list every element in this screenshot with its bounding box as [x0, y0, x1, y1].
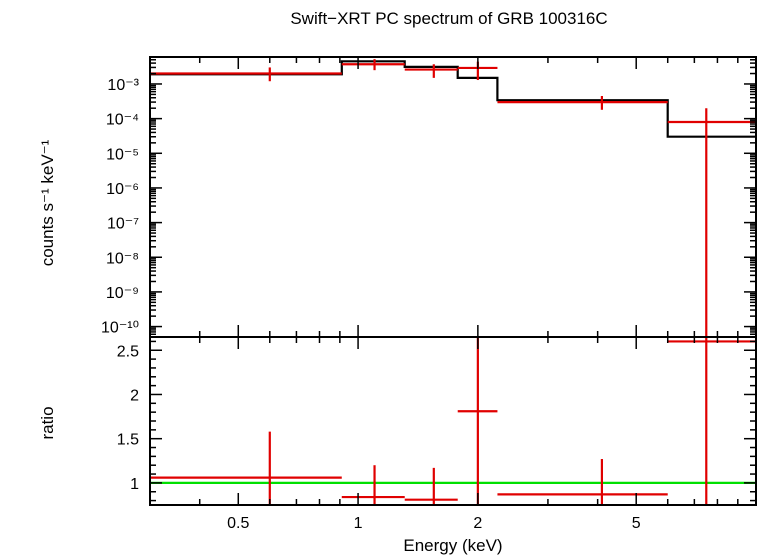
ratio-point [667, 337, 756, 505]
spectrum-y-tick-label: 10⁻⁷ [107, 216, 139, 233]
spectrum-y-tick-label: 10⁻⁸ [106, 250, 139, 267]
y-axis-label-spectrum: counts s⁻¹ keV⁻¹ [38, 139, 57, 266]
x-tick-label: 1 [354, 515, 363, 532]
ratio-point [497, 459, 668, 505]
spectrum-panel [149, 56, 757, 338]
ratio-y-tick-label: 1.5 [117, 432, 139, 449]
ratio-point [341, 465, 405, 505]
spectrum-point [150, 67, 342, 82]
ratio-point [457, 337, 498, 505]
x-axis-label: Energy (keV) [403, 536, 502, 555]
spectrum-point [497, 95, 668, 110]
spectrum-point [341, 59, 405, 71]
spectrum-y-tick-label: 10⁻⁴ [106, 112, 139, 129]
x-tick-label: 0.5 [227, 515, 249, 532]
spectrum-frame [149, 56, 757, 338]
spectrum-y-tick-label: 10⁻³ [107, 77, 139, 94]
ratio-y-tick-label: 1 [130, 476, 139, 493]
ratio-y-ticks: 1 1.5 2 2.5 [117, 340, 756, 502]
spectrum-y-tick-label: 10⁻¹⁰ [101, 320, 139, 337]
chart-title: Swift−XRT PC spectrum of GRB 100316C [290, 9, 607, 28]
spectrum-point [667, 108, 756, 337]
ratio-frame [149, 336, 757, 506]
ratio-y-tick-label: 2.5 [117, 343, 139, 360]
ratio-y-tick-label: 2 [130, 387, 139, 404]
spectrum-y-ticks: 10⁻³ 10⁻⁴ 10⁻⁵ 10⁻⁶ 10⁻⁷ 10⁻⁸ 10⁻⁹ 10⁻¹⁰ [101, 56, 756, 337]
x-ticks: 0.5 1 2 5 [149, 57, 757, 532]
ratio-point [404, 467, 458, 505]
spectrum-y-tick-label: 10⁻⁶ [106, 181, 139, 198]
ratio-data [150, 337, 756, 505]
x-tick-label: 2 [473, 515, 482, 532]
spectrum-y-tick-label: 10⁻⁵ [106, 146, 139, 163]
ratio-point [150, 431, 342, 505]
x-tick-label: 5 [632, 515, 641, 532]
spectrum-y-tick-label: 10⁻⁹ [106, 285, 139, 302]
spectrum-point [404, 64, 458, 78]
y-axis-label-ratio: ratio [38, 406, 57, 439]
spectrum-data [150, 59, 756, 337]
ratio-panel [149, 336, 757, 506]
